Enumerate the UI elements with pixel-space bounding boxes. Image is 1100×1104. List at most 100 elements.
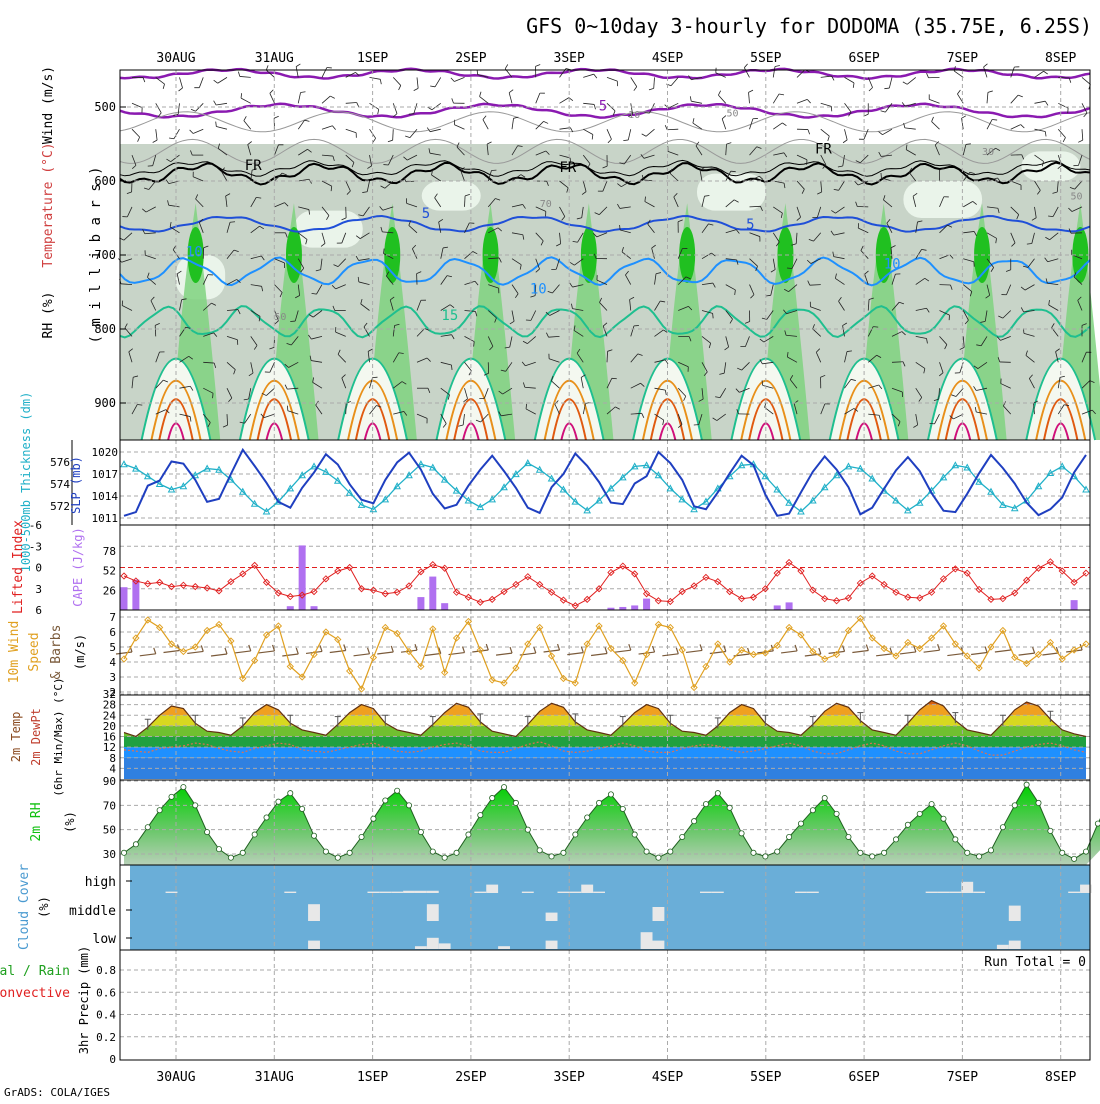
contour-label: FR xyxy=(559,160,576,176)
rh-point xyxy=(193,803,198,808)
rh-point xyxy=(988,848,993,853)
ylabel-2m-rh: 2m RH xyxy=(29,802,44,841)
rh-point xyxy=(418,830,423,835)
li-ytick: 3 xyxy=(35,583,42,596)
rh-point xyxy=(371,816,376,821)
rh-point xyxy=(810,808,815,813)
wind-barb-flag xyxy=(787,268,792,269)
contour-label: 15 xyxy=(441,308,458,324)
rh-point xyxy=(1024,782,1029,787)
wind-barb-flag xyxy=(122,301,123,306)
top-date-label: 6SEP xyxy=(848,51,879,66)
wind-barb-flag xyxy=(762,380,763,385)
cloud-high-bar xyxy=(557,892,569,893)
cloud-high-bar xyxy=(415,891,427,893)
wind-ytick: 5 xyxy=(109,641,116,654)
wind-barb-flag xyxy=(713,313,714,318)
cloud-low-bar xyxy=(641,932,653,949)
rh-point xyxy=(680,834,685,839)
rh-point xyxy=(454,850,459,855)
rh-point xyxy=(763,854,768,859)
rh-point xyxy=(395,788,400,793)
rh-point xyxy=(240,850,245,855)
precip-ytick: 0.6 xyxy=(96,986,116,999)
cloud-high-bar xyxy=(284,892,296,893)
rh-point xyxy=(1036,800,1041,805)
cloud-low-bar xyxy=(653,941,665,949)
precip-ytick: 0.4 xyxy=(96,1009,116,1022)
rh-point xyxy=(786,834,791,839)
contour-label: 30 xyxy=(982,147,994,158)
wind-ytick: 6 xyxy=(109,626,116,639)
rh-point xyxy=(644,849,649,854)
cloud-high-bar xyxy=(700,892,712,893)
rh-point xyxy=(525,827,530,832)
bottom-date-label: 30AUG xyxy=(156,1070,195,1085)
rh-point xyxy=(383,798,388,803)
rh-point xyxy=(513,800,518,805)
cloud-low-bar xyxy=(415,946,427,949)
ylabel-2m-temp: 2m Temp xyxy=(9,712,23,763)
contour-label: 5 xyxy=(746,217,754,233)
cape-ytick: 78 xyxy=(103,545,116,558)
rh-point xyxy=(1000,825,1005,830)
rh-point xyxy=(133,842,138,847)
li-ytick: 0 xyxy=(35,562,42,575)
rh-point xyxy=(228,855,233,860)
top-date-label: 4SEP xyxy=(652,51,683,66)
rh-point xyxy=(977,854,982,859)
rh-point xyxy=(608,792,613,797)
rh-point xyxy=(573,832,578,837)
credit-text: GrADS: COLA/IGES xyxy=(4,1086,110,1099)
top-date-label: 8SEP xyxy=(1045,51,1076,66)
wind-ytick: 7 xyxy=(109,611,116,624)
cloud-low-bar xyxy=(546,941,558,949)
cloud-mid-bar xyxy=(653,907,665,921)
wind-barb-flag xyxy=(930,423,935,424)
wind-barb-flag xyxy=(620,225,621,230)
cloud-high-bar xyxy=(593,892,605,893)
rh-point xyxy=(549,854,554,859)
rh-point xyxy=(501,784,506,789)
rh-point xyxy=(216,847,221,852)
contour-label: 10 xyxy=(530,281,547,297)
cape-bar xyxy=(774,605,781,610)
rh-light-patch xyxy=(1021,151,1080,181)
rh-point xyxy=(264,815,269,820)
thickness-ytick: 572 xyxy=(50,500,70,513)
cloud-high-bar xyxy=(795,892,807,893)
rh-point xyxy=(145,825,150,830)
cape-bar xyxy=(786,602,793,610)
wind-ytick: 3 xyxy=(109,671,116,684)
top-date-label: 5SEP xyxy=(750,51,781,66)
slp-ytick: 1011 xyxy=(92,512,119,525)
contour-label: 50 xyxy=(274,312,286,323)
rh-ytick: 50 xyxy=(103,824,116,837)
cloud-high-bar xyxy=(486,885,498,893)
upper-ytick: 900 xyxy=(94,396,116,410)
rh-point xyxy=(917,811,922,816)
rh-point xyxy=(893,837,898,842)
ylabel-minmax: (6hr Min/Max) (°C) xyxy=(52,677,65,796)
ylabel-wind-speed: Speed xyxy=(27,632,42,671)
cloud-high-bar xyxy=(961,882,973,893)
top-date-label: 31AUG xyxy=(255,51,294,66)
cloud-low-bar xyxy=(997,945,1009,949)
precip-ytick: 0 xyxy=(109,1053,116,1066)
rh-point xyxy=(252,832,257,837)
cloud-high-bar xyxy=(427,891,439,893)
ylabel-cloud-cover: Cloud Cover xyxy=(17,864,32,950)
rh-point xyxy=(442,855,447,860)
temp-band xyxy=(120,747,1090,758)
li-ytick: 6 xyxy=(35,604,42,617)
wind-ytick: 4 xyxy=(109,656,116,669)
cloud-high-bar xyxy=(403,891,415,893)
ylabel-rh: RH (%) xyxy=(41,292,56,339)
rh-point xyxy=(953,837,958,842)
contour-label: 5 xyxy=(422,206,430,222)
cloud-level-label: low xyxy=(93,932,117,947)
cloud-high-bar xyxy=(926,892,938,893)
